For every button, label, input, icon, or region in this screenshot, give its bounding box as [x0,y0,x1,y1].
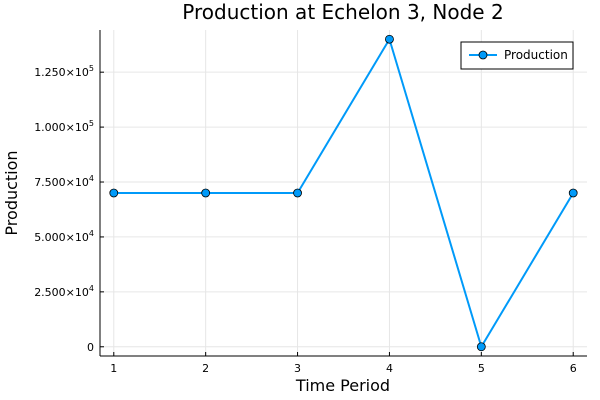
data-point [568,188,578,198]
x-tick-label: 6 [570,362,577,375]
series-production [109,34,578,352]
y-tick-label: 1.250×105 [34,64,94,79]
x-tick-label: 1 [110,362,117,375]
y-tick-label: 7.500×104 [34,174,94,189]
x-tick-label: 3 [294,362,301,375]
y-tick-label: 2.500×104 [34,284,94,299]
chart-title: Production at Echelon 3, Node 2 [182,0,503,24]
data-point [109,188,119,198]
series-line [113,38,575,348]
legend-label: Production [504,48,568,62]
y-axis-ticks: 0 2.500×104 5.000×104 7.500×104 1.000×105 1.2… [34,64,104,354]
y-tick-label: 5.000×104 [34,229,94,244]
x-tick-label: 5 [478,362,485,375]
x-axis-ticks: 1 2 3 4 5 6 [110,352,577,375]
legend: Production [460,41,574,70]
y-axis-label: Production [2,150,21,235]
data-point [293,188,302,198]
data-point [385,34,394,44]
legend-marker-swatch [478,50,488,60]
data-point [476,342,486,352]
x-axis-label: Time Period [295,376,390,395]
y-tick-label: 0 [87,341,94,354]
x-tick-label: 2 [202,362,209,375]
x-tick-label: 4 [386,362,393,375]
data-point [201,188,211,198]
y-tick-label: 1.000×105 [34,119,94,134]
